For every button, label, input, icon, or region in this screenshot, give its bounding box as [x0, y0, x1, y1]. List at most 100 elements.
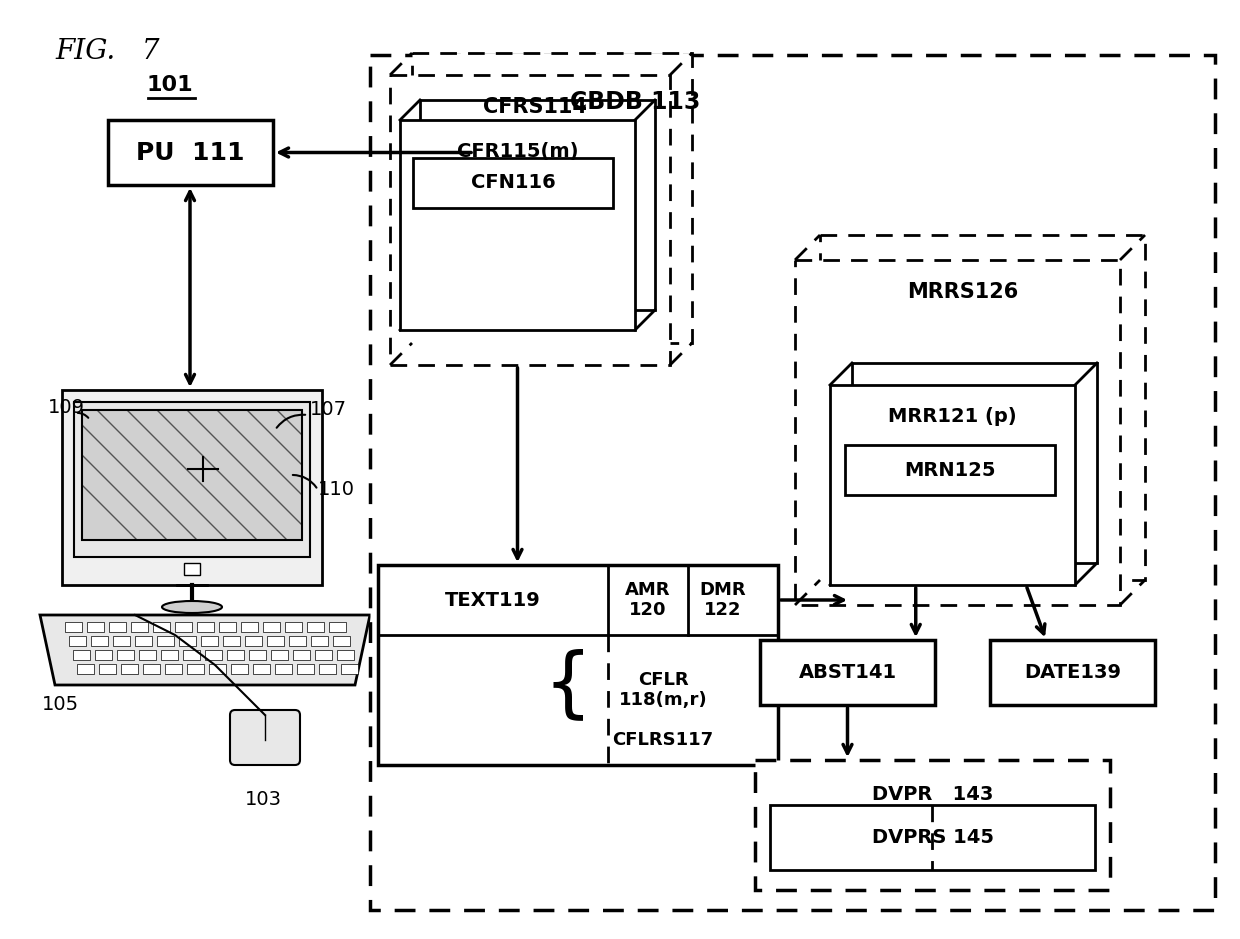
- Bar: [412, 53, 692, 343]
- Bar: [210, 664, 226, 674]
- Bar: [285, 622, 303, 632]
- Bar: [334, 636, 350, 646]
- Bar: [246, 636, 262, 646]
- Text: DVPR   143: DVPR 143: [872, 785, 993, 804]
- Bar: [87, 622, 104, 632]
- Bar: [205, 650, 222, 660]
- Text: CFN116: CFN116: [471, 174, 556, 192]
- Bar: [275, 664, 291, 674]
- Bar: [249, 650, 267, 660]
- Text: CBDB 113: CBDB 113: [570, 90, 701, 114]
- Bar: [153, 622, 170, 632]
- Bar: [329, 622, 346, 632]
- Bar: [990, 640, 1154, 705]
- Bar: [413, 158, 613, 208]
- Text: {: {: [544, 648, 593, 722]
- Bar: [401, 120, 635, 330]
- Text: CFRS114: CFRS114: [484, 97, 587, 117]
- Text: AMR
120: AMR 120: [625, 580, 671, 620]
- Bar: [844, 445, 1055, 495]
- Bar: [420, 100, 655, 310]
- Bar: [795, 260, 1120, 605]
- Text: FIG.   7: FIG. 7: [55, 38, 160, 65]
- Bar: [175, 622, 192, 632]
- Text: MRN125: MRN125: [904, 460, 996, 480]
- Bar: [135, 636, 153, 646]
- Text: DMR
122: DMR 122: [699, 580, 746, 620]
- Bar: [139, 650, 156, 660]
- Text: 101: 101: [146, 75, 193, 95]
- Text: MRR121 (p): MRR121 (p): [888, 407, 1017, 426]
- Bar: [293, 650, 310, 660]
- Text: PU  111: PU 111: [136, 141, 244, 164]
- Bar: [289, 636, 306, 646]
- Text: 105: 105: [42, 695, 79, 714]
- Text: CFLRS117: CFLRS117: [613, 731, 713, 749]
- Text: 107: 107: [310, 400, 347, 419]
- Polygon shape: [40, 615, 370, 685]
- Bar: [109, 622, 126, 632]
- Bar: [263, 622, 280, 632]
- Text: CFLR
118(m,r): CFLR 118(m,r): [619, 670, 707, 709]
- Bar: [219, 622, 236, 632]
- Bar: [770, 805, 1095, 870]
- Text: DATE139: DATE139: [1024, 663, 1121, 682]
- Bar: [99, 664, 117, 674]
- Text: TEXT119: TEXT119: [445, 591, 541, 609]
- Text: DVPRS 145: DVPRS 145: [872, 828, 993, 847]
- Bar: [267, 636, 284, 646]
- Bar: [337, 650, 353, 660]
- Bar: [91, 636, 108, 646]
- Bar: [341, 664, 358, 674]
- Bar: [370, 55, 1215, 910]
- Bar: [179, 636, 196, 646]
- Bar: [319, 664, 336, 674]
- Bar: [308, 622, 324, 632]
- Bar: [830, 385, 1075, 585]
- Bar: [272, 650, 288, 660]
- Text: CFR115(m): CFR115(m): [456, 142, 578, 161]
- Bar: [852, 363, 1097, 563]
- Bar: [184, 650, 200, 660]
- Bar: [197, 622, 215, 632]
- Bar: [311, 636, 329, 646]
- Bar: [95, 650, 112, 660]
- Bar: [64, 622, 82, 632]
- Bar: [755, 760, 1110, 890]
- Bar: [108, 120, 273, 185]
- Bar: [74, 402, 310, 557]
- Bar: [113, 636, 130, 646]
- Bar: [77, 664, 94, 674]
- Bar: [315, 650, 332, 660]
- Bar: [760, 640, 935, 705]
- Ellipse shape: [162, 601, 222, 613]
- Bar: [391, 75, 670, 365]
- Bar: [82, 410, 303, 540]
- Bar: [69, 636, 86, 646]
- Bar: [253, 664, 270, 674]
- Text: 110: 110: [317, 480, 355, 499]
- Text: MRRS126: MRRS126: [906, 282, 1018, 302]
- Bar: [165, 664, 182, 674]
- Bar: [122, 664, 138, 674]
- Bar: [201, 636, 218, 646]
- Bar: [161, 650, 179, 660]
- Bar: [184, 563, 200, 575]
- Bar: [298, 664, 314, 674]
- Bar: [157, 636, 174, 646]
- Bar: [378, 565, 777, 765]
- Text: ABST141: ABST141: [799, 663, 897, 682]
- FancyBboxPatch shape: [229, 710, 300, 765]
- Bar: [62, 390, 322, 585]
- Bar: [231, 664, 248, 674]
- Bar: [227, 650, 244, 660]
- Bar: [117, 650, 134, 660]
- Bar: [241, 622, 258, 632]
- Text: 109: 109: [48, 398, 86, 417]
- Bar: [820, 235, 1145, 580]
- Bar: [223, 636, 241, 646]
- Text: 103: 103: [246, 790, 281, 809]
- Bar: [143, 664, 160, 674]
- Bar: [187, 664, 205, 674]
- Bar: [131, 622, 148, 632]
